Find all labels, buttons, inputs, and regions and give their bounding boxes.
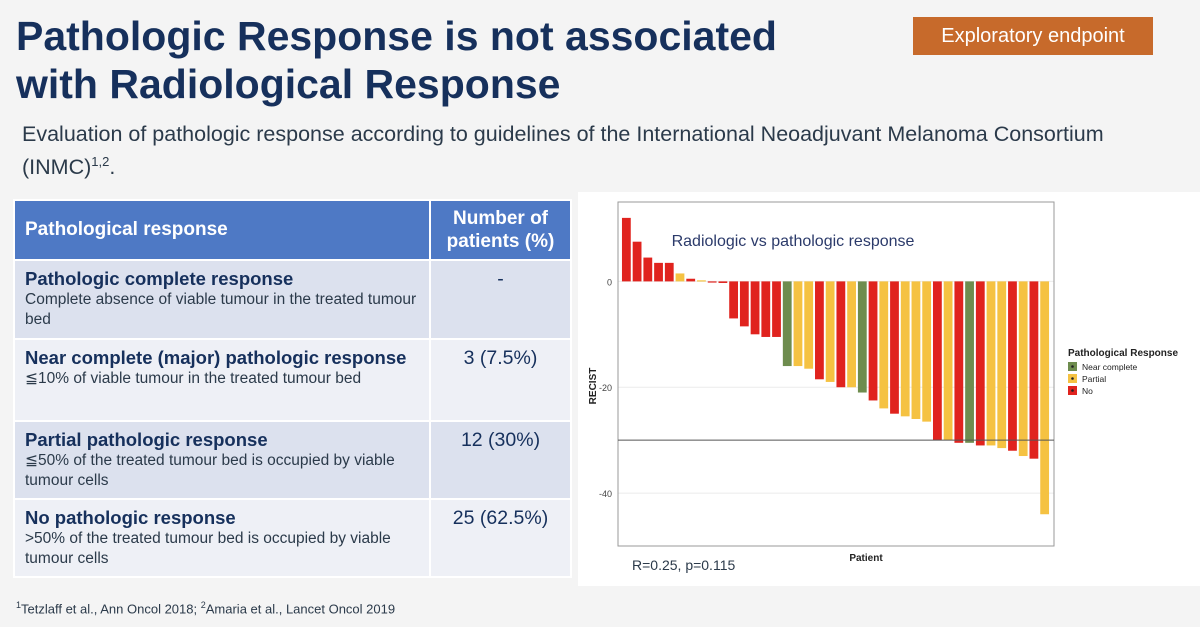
bar-patient-34 — [975, 281, 985, 446]
waterfall-chart: 0 -20 -40 Radiologic vs pathologic response… — [588, 201, 1178, 573]
legend-dot-no — [1071, 389, 1074, 392]
legend-title: Pathological Response — [1068, 348, 1178, 359]
footnote-ref-1: Tetzlaff et al., Ann Oncol 2018; — [21, 601, 201, 617]
exploratory-endpoint-badge: Exploratory endpoint — [913, 17, 1153, 55]
correlation-stat: R=0.25, p=0.115 — [632, 557, 735, 573]
response-cell: No pathologic response >50% of the treat… — [13, 498, 431, 578]
y-tick-label: -40 — [599, 489, 612, 499]
legend-label-no: No — [1082, 386, 1093, 396]
patient-count: 25 (62.5%) — [429, 498, 572, 578]
bar-patient-23 — [857, 281, 867, 393]
bar-patient-39 — [1029, 281, 1039, 459]
bar-patient-13 — [750, 281, 760, 335]
legend-dot-partial — [1071, 377, 1074, 380]
footnote-sup-1: 1 — [16, 600, 22, 610]
bar-patient-37 — [1008, 281, 1017, 451]
bar-patient-36 — [997, 281, 1007, 449]
legend-label-partial: Partial — [1082, 374, 1106, 384]
y-axis-label: RECIST — [588, 368, 599, 405]
bar-patient-22 — [847, 281, 856, 388]
footnote-sup-2: 2 — [200, 600, 206, 610]
bar-patient-30 — [932, 281, 942, 441]
patient-count: - — [429, 259, 572, 340]
bar-patient-26 — [890, 281, 899, 414]
bar-patient-3 — [643, 257, 653, 282]
subtitle: Evaluation of pathologic response accord… — [22, 121, 1122, 181]
header-number-of-patients: Number of patients (%) — [429, 199, 572, 261]
patient-count: 3 (7.5%) — [429, 338, 572, 422]
bar-patient-35 — [986, 281, 996, 446]
plot-border — [617, 201, 1055, 547]
bar-patient-29 — [922, 281, 932, 422]
response-cell: Partial pathologic response ≦50% of the … — [13, 420, 431, 500]
bar-patient-25 — [879, 281, 889, 409]
bar-patient-11 — [729, 281, 739, 319]
chart-title: Radiologic vs pathologic response — [672, 233, 915, 250]
bar-patient-1 — [621, 217, 631, 282]
bar-patient-7 — [686, 278, 696, 282]
bar-patient-5 — [664, 262, 674, 282]
table-row: Pathologic complete response Complete ab… — [13, 259, 572, 340]
response-cell: Pathologic complete response Complete ab… — [13, 259, 431, 340]
waterfall-chart-panel: 0 -20 -40 Radiologic vs pathologic response… — [578, 192, 1200, 586]
bar-patient-10 — [718, 281, 728, 283]
bar-patient-19 — [815, 281, 824, 380]
bar-patient-31 — [943, 281, 953, 441]
response-description: Complete absence of viable tumour in the… — [25, 291, 417, 328]
footnote-ref-2: Amaria et al., Lancet Oncol 2019 — [205, 601, 396, 617]
y-tick-label: 0 — [607, 277, 612, 287]
header-pathological-response: Pathological response — [13, 199, 431, 261]
response-cell: Near complete (major) pathologic respons… — [13, 338, 431, 422]
bar-patient-32 — [954, 281, 964, 443]
bar-patient-33 — [965, 281, 974, 443]
subtitle-reference: 1,2 — [91, 154, 110, 169]
subtitle-end: . — [109, 155, 116, 180]
response-name: Partial pathologic response — [25, 429, 268, 450]
bar-patient-6 — [675, 273, 685, 282]
pathological-response-table: Pathological response Number of patients… — [13, 199, 572, 578]
bar-patient-15 — [772, 281, 781, 337]
bar-patient-12 — [739, 281, 749, 327]
table-row: No pathologic response >50% of the treat… — [13, 498, 572, 578]
title-line-1: Pathologic Response is not associated — [16, 13, 777, 59]
bar-patient-24 — [868, 281, 878, 401]
bar-patient-20 — [825, 281, 835, 382]
title-line-2: with Radiological Response — [16, 61, 561, 107]
bar-patient-21 — [836, 281, 846, 388]
table-row: Partial pathologic response ≦50% of the … — [13, 420, 572, 500]
table-header-row: Pathological response Number of patients… — [13, 199, 572, 261]
table-row: Near complete (major) pathologic respons… — [13, 338, 572, 422]
legend-label-near: Near complete — [1082, 362, 1138, 372]
bar-patient-2 — [632, 241, 642, 282]
response-description: ≦10% of viable tumour in the treated tum… — [25, 370, 362, 387]
x-axis-label: Patient — [849, 553, 883, 564]
bar-patient-38 — [1018, 281, 1028, 457]
bar-patient-28 — [911, 281, 921, 419]
bar-patient-4 — [654, 262, 663, 282]
bar-patient-27 — [900, 281, 910, 417]
response-description: >50% of the treated tumour bed is occupi… — [25, 530, 391, 567]
y-tick-label: -20 — [599, 383, 612, 393]
legend-dot-near — [1071, 365, 1074, 368]
bar-patient-17 — [793, 281, 803, 367]
bar-patient-16 — [782, 281, 792, 367]
response-name: Near complete (major) pathologic respons… — [25, 347, 407, 368]
bar-patient-14 — [761, 281, 771, 337]
bar-patient-9 — [707, 281, 717, 283]
bar-patient-18 — [804, 281, 814, 369]
bar-patient-40 — [1040, 281, 1050, 515]
response-name: Pathologic complete response — [25, 268, 294, 289]
bar-patient-8 — [697, 280, 706, 282]
footnote: 1Tetzlaff et al., Ann Oncol 2018; 2Amari… — [16, 600, 395, 616]
subtitle-text: Evaluation of pathologic response accord… — [22, 122, 1104, 180]
response-description: ≦50% of the treated tumour bed is occupi… — [25, 452, 395, 489]
patient-count: 12 (30%) — [429, 420, 572, 500]
response-name: No pathologic response — [25, 507, 236, 528]
page-title: Pathologic Response is not associated wi… — [16, 12, 777, 108]
